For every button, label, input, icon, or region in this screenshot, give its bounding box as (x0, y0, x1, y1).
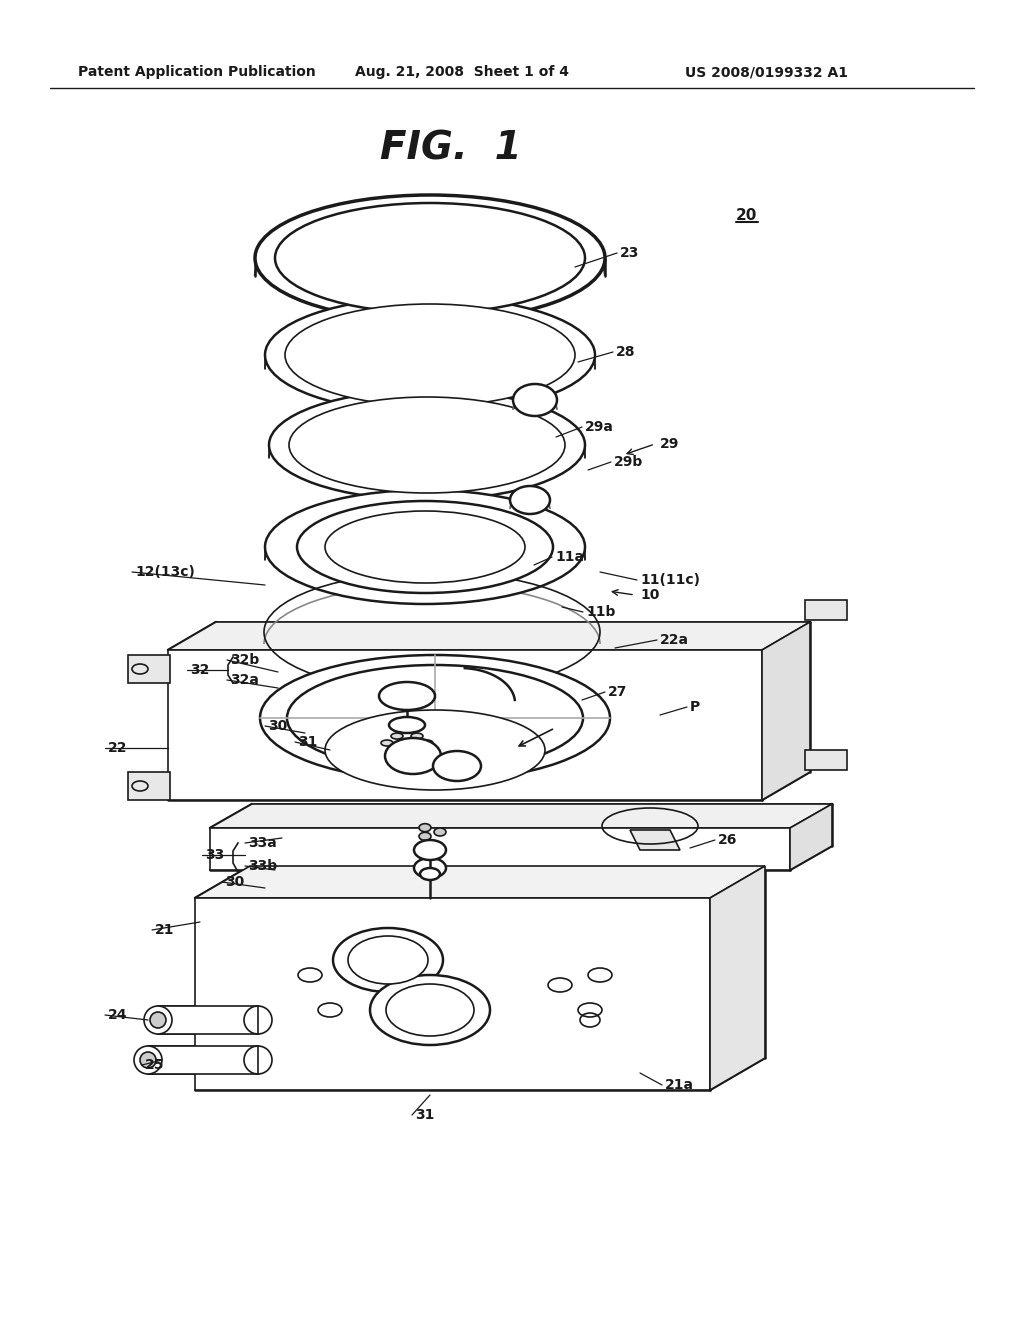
Text: 32: 32 (190, 663, 209, 677)
Text: 33b: 33b (248, 859, 278, 873)
Text: 31: 31 (415, 1107, 434, 1122)
Text: FIG.  1: FIG. 1 (380, 129, 521, 168)
Ellipse shape (255, 195, 605, 321)
Text: Patent Application Publication: Patent Application Publication (78, 65, 315, 79)
Polygon shape (195, 898, 710, 1090)
Ellipse shape (411, 747, 423, 752)
Polygon shape (762, 622, 810, 800)
Ellipse shape (391, 747, 403, 752)
Text: 21: 21 (155, 923, 174, 937)
Polygon shape (148, 1045, 258, 1074)
Ellipse shape (420, 869, 440, 880)
Ellipse shape (510, 486, 550, 513)
Ellipse shape (578, 1003, 602, 1016)
Ellipse shape (325, 710, 545, 789)
Text: 25: 25 (145, 1059, 165, 1072)
Ellipse shape (265, 490, 585, 605)
Text: 22: 22 (108, 741, 128, 755)
Text: 11b: 11b (586, 605, 615, 619)
Text: 20: 20 (736, 207, 758, 223)
Text: P: P (690, 700, 700, 714)
Ellipse shape (318, 1003, 342, 1016)
Ellipse shape (379, 682, 435, 710)
Ellipse shape (414, 858, 446, 878)
Ellipse shape (140, 1052, 156, 1068)
Ellipse shape (348, 936, 428, 983)
Ellipse shape (325, 511, 525, 583)
Ellipse shape (389, 717, 425, 733)
Ellipse shape (414, 840, 446, 861)
Ellipse shape (386, 983, 474, 1036)
Ellipse shape (419, 833, 431, 841)
Ellipse shape (433, 751, 481, 781)
Polygon shape (790, 804, 831, 870)
Text: 29a: 29a (585, 420, 613, 434)
Polygon shape (158, 1006, 258, 1034)
Polygon shape (168, 622, 810, 649)
Polygon shape (710, 866, 765, 1090)
Ellipse shape (513, 384, 557, 416)
Text: 29b: 29b (614, 455, 643, 469)
Ellipse shape (260, 655, 610, 781)
Text: 28: 28 (616, 345, 636, 359)
Ellipse shape (134, 1045, 162, 1074)
Ellipse shape (370, 975, 490, 1045)
Polygon shape (630, 830, 680, 850)
Ellipse shape (434, 828, 446, 836)
Ellipse shape (333, 928, 443, 993)
Ellipse shape (421, 741, 433, 746)
Ellipse shape (275, 203, 585, 313)
Text: 21a: 21a (665, 1078, 694, 1092)
Text: 11a: 11a (555, 550, 584, 564)
Text: 30: 30 (225, 875, 245, 888)
Polygon shape (210, 828, 790, 870)
Ellipse shape (150, 1012, 166, 1028)
Text: 32a: 32a (230, 673, 259, 686)
Text: Aug. 21, 2008  Sheet 1 of 4: Aug. 21, 2008 Sheet 1 of 4 (355, 65, 569, 79)
Text: 11(11c): 11(11c) (640, 573, 700, 587)
Ellipse shape (269, 389, 585, 500)
Ellipse shape (419, 824, 431, 832)
Text: 26: 26 (718, 833, 737, 847)
Text: 24: 24 (108, 1008, 128, 1022)
Text: 27: 27 (608, 685, 628, 700)
Polygon shape (128, 772, 170, 800)
Ellipse shape (287, 665, 583, 771)
Ellipse shape (285, 304, 575, 407)
Text: 30: 30 (268, 719, 288, 733)
Text: 10: 10 (640, 587, 659, 602)
Ellipse shape (298, 968, 322, 982)
Ellipse shape (144, 1006, 172, 1034)
Polygon shape (805, 601, 847, 620)
Text: US 2008/0199332 A1: US 2008/0199332 A1 (685, 65, 848, 79)
Polygon shape (168, 649, 762, 800)
Text: 32b: 32b (230, 653, 259, 667)
Text: 31: 31 (298, 735, 317, 748)
Text: 33a: 33a (248, 836, 276, 850)
Ellipse shape (289, 397, 565, 492)
Ellipse shape (297, 502, 553, 593)
Polygon shape (210, 804, 831, 828)
Ellipse shape (381, 741, 393, 746)
Ellipse shape (265, 297, 595, 413)
Ellipse shape (548, 978, 572, 993)
Text: 12(13c): 12(13c) (135, 565, 195, 579)
Polygon shape (195, 866, 765, 898)
Polygon shape (805, 750, 847, 770)
Text: 23: 23 (620, 246, 639, 260)
Text: 33: 33 (205, 847, 224, 862)
Polygon shape (128, 655, 170, 682)
Ellipse shape (411, 733, 423, 739)
Ellipse shape (588, 968, 612, 982)
Ellipse shape (391, 733, 403, 739)
Text: 22a: 22a (660, 634, 689, 647)
Text: 29: 29 (660, 437, 679, 451)
Ellipse shape (385, 738, 441, 774)
